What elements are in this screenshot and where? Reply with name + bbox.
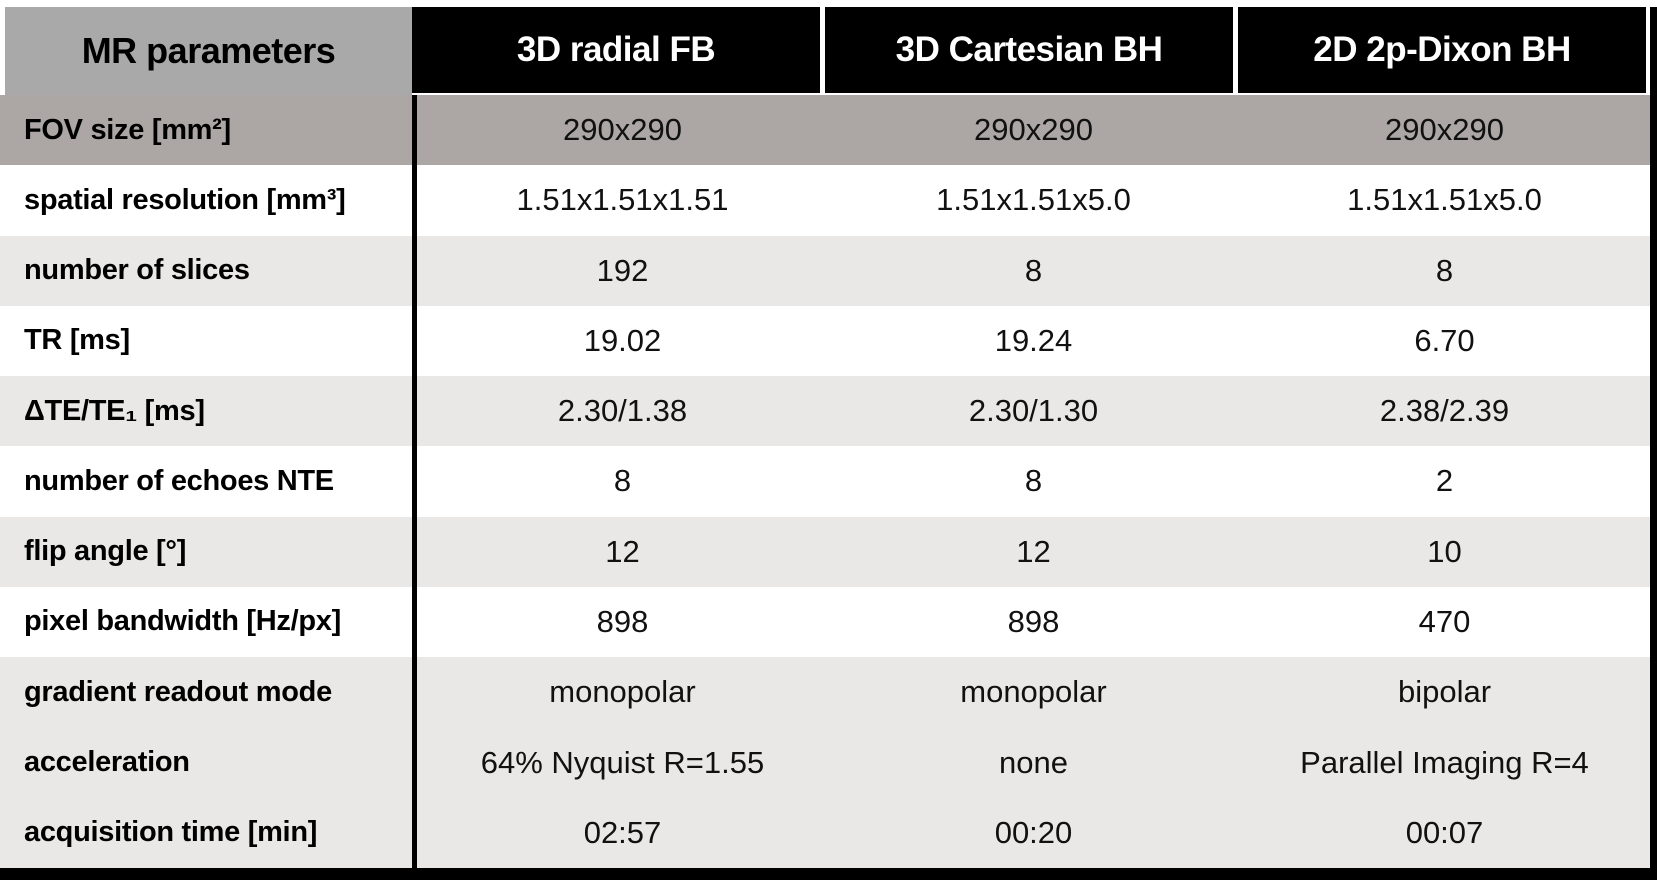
cell-value: 1.51x1.51x5.0: [1347, 182, 1542, 218]
cell-value: 898: [1007, 603, 1060, 639]
cell-value: monopolar: [549, 674, 696, 710]
cell-value: 8: [1024, 463, 1043, 499]
table-row: number of echoes NTE 8 8 2: [0, 446, 1650, 517]
cell-value: 8: [1024, 252, 1043, 288]
table-row: gradient readout mode monopolar monopolar b…: [0, 657, 1650, 728]
column-divider: [412, 446, 417, 517]
table-right-border: [1650, 7, 1657, 880]
cell-value: 64% Nyquist R=1.55: [480, 744, 765, 780]
cell-value: 00:20: [994, 814, 1073, 850]
row-label: acceleration: [24, 746, 190, 779]
table-row: TR [ms] 19.02 19.24 6.70: [0, 305, 1650, 377]
column-headers-row: 3D radial FB 3D Cartesian BH 2D 2p-Dixon B…: [412, 7, 1646, 93]
table-row: spatial resolution [mm³] 1.51x1.51x1.51 1.…: [0, 165, 1650, 236]
table-row: FOV size [mm²] 290x290 290x290 290x290: [0, 95, 1650, 166]
row-values: 290x290 290x290 290x290: [417, 95, 1650, 165]
cell-value: bipolar: [1397, 674, 1492, 710]
table-row: acceleration 64% Nyquist R=1.55 none Parall…: [0, 727, 1650, 798]
cell-value: 12: [605, 533, 640, 569]
column-divider: [412, 376, 417, 447]
column-divider: [412, 95, 417, 166]
column-divider: [412, 305, 417, 377]
table-row: number of slices 192 8 8: [0, 235, 1650, 306]
cell-value: 470: [1418, 603, 1471, 639]
cell-value: 8: [1435, 252, 1454, 288]
cell-value: 8: [613, 463, 632, 499]
cell-value: 00:07: [1405, 814, 1484, 850]
column-divider: [412, 657, 417, 728]
row-values: monopolar monopolar bipolar: [417, 657, 1650, 727]
cell-value: 02:57: [583, 814, 662, 850]
row-values: 898 898 470: [417, 587, 1650, 657]
row-values: 1.51x1.51x1.51 1.51x1.51x5.0 1.51x1.51x5.0: [417, 165, 1650, 235]
column-divider: [412, 235, 417, 306]
cell-value: Parallel Imaging R=4: [1300, 744, 1589, 780]
table-body: FOV size [mm²] 290x290 290x290 290x290 spati…: [0, 95, 1650, 868]
column-header: 3D Cartesian BH: [825, 7, 1233, 93]
cell-value: 290x290: [563, 112, 682, 148]
table-row: flip angle [°] 12 12 10: [0, 516, 1650, 587]
cell-value: 2.38/2.39: [1379, 393, 1510, 429]
corner-header-cell: MR parameters: [5, 7, 412, 95]
row-label: number of echoes NTE: [24, 464, 334, 497]
row-label: FOV size [mm²]: [24, 113, 231, 146]
row-label: number of slices: [24, 254, 250, 287]
column-header: 2D 2p-Dixon BH: [1238, 7, 1646, 93]
cell-value: 192: [596, 252, 649, 288]
table-row: pixel bandwidth [Hz/px] 898 898 470: [0, 586, 1650, 658]
cell-value: 2: [1435, 463, 1454, 499]
cell-value: 1.51x1.51x5.0: [936, 182, 1131, 218]
row-label: ΔTE/TE₁ [ms]: [24, 394, 205, 427]
column-divider: [412, 586, 417, 658]
table-row: ΔTE/TE₁ [ms] 2.30/1.38 2.30/1.30 2.38/2.39: [0, 376, 1650, 447]
cell-value: none: [999, 744, 1068, 780]
column-divider: [412, 165, 417, 236]
column-divider: [412, 797, 417, 868]
cell-value: 290x290: [974, 112, 1093, 148]
row-values: 2.30/1.38 2.30/1.30 2.38/2.39: [417, 376, 1650, 446]
column-header: 3D radial FB: [412, 7, 820, 93]
table-bottom-border: [0, 868, 1657, 880]
corner-header-label: MR parameters: [81, 30, 336, 71]
cell-value: 1.51x1.51x1.51: [516, 182, 729, 218]
row-values: 02:57 00:20 00:07: [417, 798, 1650, 868]
row-label: TR [ms]: [24, 324, 130, 357]
row-label: gradient readout mode: [24, 675, 332, 708]
cell-value: 2.30/1.30: [968, 393, 1099, 429]
table-row: acquisition time [min] 02:57 00:20 00:07: [0, 797, 1650, 868]
row-label: acquisition time [min]: [24, 816, 318, 849]
column-divider: [412, 516, 417, 587]
row-values: 19.02 19.24 6.70: [417, 306, 1650, 376]
column-divider: [412, 727, 417, 798]
row-values: 8 8 2: [417, 446, 1650, 516]
row-label: spatial resolution [mm³]: [24, 183, 346, 216]
row-values: 192 8 8: [417, 236, 1650, 306]
row-values: 64% Nyquist R=1.55 none Parallel Imaging R…: [417, 727, 1650, 797]
cell-value: 10: [1427, 533, 1462, 569]
cell-value: 290x290: [1385, 112, 1504, 148]
cell-value: monopolar: [960, 674, 1107, 710]
cell-value: 6.70: [1414, 322, 1475, 358]
cell-value: 19.02: [583, 322, 662, 358]
cell-value: 2.30/1.38: [557, 393, 688, 429]
cell-value: 898: [596, 603, 649, 639]
row-values: 12 12 10: [417, 517, 1650, 587]
cell-value: 12: [1016, 533, 1051, 569]
row-label: flip angle [°]: [24, 535, 187, 568]
row-label: pixel bandwidth [Hz/px]: [24, 605, 341, 638]
cell-value: 19.24: [994, 322, 1073, 358]
